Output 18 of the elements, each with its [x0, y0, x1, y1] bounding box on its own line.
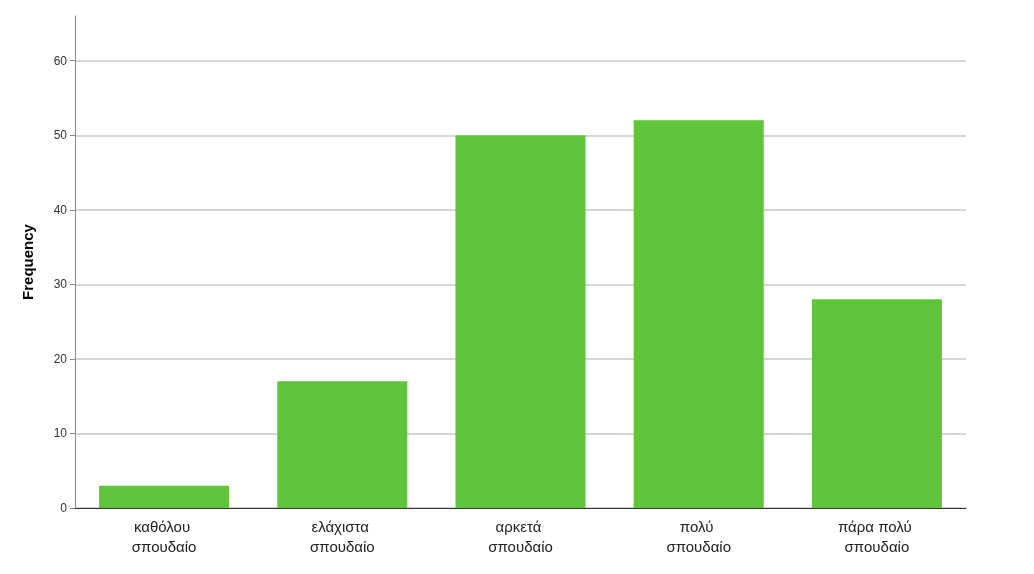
x-tick-label: ελάχιστα σπουδαίο — [309, 517, 375, 555]
bar — [633, 120, 764, 508]
bar — [455, 135, 586, 508]
x-tick-label: καθόλου σπουδαίο — [131, 517, 197, 555]
y-tick-label: 0 — [60, 501, 68, 515]
x-tick-label: αρκετά σπουδαίο — [488, 517, 553, 555]
y-tick-label: 40 — [53, 202, 68, 217]
bar — [277, 381, 408, 508]
y-axis-title: Frequency — [19, 223, 36, 300]
y-tick-label: 50 — [53, 128, 68, 143]
y-tick-label: 20 — [53, 351, 68, 366]
x-tick-label: πολύ σπουδαίο — [666, 517, 732, 555]
x-tick-label: πάρα πολύ σπουδαίο — [837, 517, 916, 555]
y-tick-label: 10 — [53, 426, 68, 441]
y-tick-label: 60 — [53, 53, 68, 68]
y-tick-label: 30 — [53, 277, 68, 292]
bar — [811, 299, 942, 508]
bar — [99, 485, 230, 508]
